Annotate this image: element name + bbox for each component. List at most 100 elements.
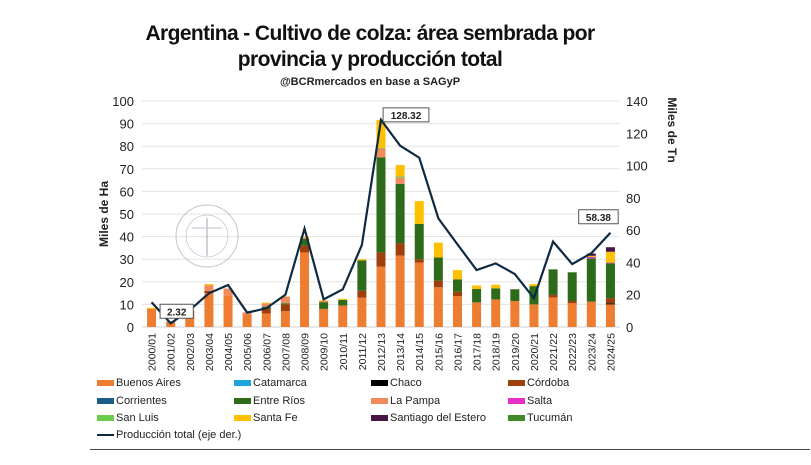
y-tick-label: 0: [127, 320, 134, 335]
bar-segment-córdoba: [395, 243, 405, 256]
bar-segment-córdoba: [376, 252, 386, 267]
bar-segment-entre-ríos: [491, 288, 501, 300]
bar-segment-entre-ríos: [319, 302, 329, 309]
bar-segment-entre-ríos: [548, 269, 558, 295]
bar-segment-buenos-aires: [414, 262, 424, 327]
legend-label: San Luis: [116, 412, 159, 424]
bar-segment-córdoba: [567, 301, 577, 304]
bar-segment-entre-ríos: [357, 260, 367, 291]
y2-axis-title: Miles de Tn: [665, 97, 679, 162]
bar-segment-buenos-aires: [300, 252, 310, 327]
x-tick-label: 2012/13: [376, 333, 388, 371]
bar-segment-la-pampa: [280, 296, 290, 304]
x-tick-label: 2019/20: [510, 333, 522, 371]
bar-segment-santiago-del-estero: [586, 253, 596, 256]
bar-segment-santa-fe: [338, 298, 348, 300]
bar-segment-buenos-aires: [452, 296, 462, 327]
bar-segment-santa-fe: [319, 300, 329, 302]
x-tick-label: 2015/16: [433, 333, 445, 371]
legend-item: Corrientes: [97, 395, 167, 407]
legend-swatch: [508, 397, 525, 404]
data-label-box: [578, 209, 619, 225]
bar-segment-córdoba: [433, 280, 443, 288]
data-label: 128.32: [391, 111, 422, 122]
legend-label: Catamarca: [253, 377, 307, 389]
y-tick-label: 90: [120, 117, 134, 132]
x-tick-label: 2008/09: [300, 333, 312, 371]
legend-swatch: [234, 397, 251, 404]
bar-segment-entre-ríos: [586, 258, 596, 302]
x-tick-label: 2024/25: [605, 333, 617, 371]
y2-tick-label: 80: [626, 191, 640, 206]
y-tick-label: 30: [120, 252, 134, 267]
x-tick-label: 2002/03: [185, 333, 197, 371]
legend-swatch: [508, 415, 525, 421]
bar-segment-buenos-aires: [433, 287, 443, 327]
x-tick-label: 2005/06: [242, 333, 254, 371]
bar-segment-santa-fe: [204, 284, 214, 286]
bar-segment-entre-ríos: [605, 263, 615, 299]
x-tick-label: 2021/22: [548, 333, 560, 371]
bar-segment-córdoba: [605, 298, 615, 304]
legend-swatch: [97, 397, 114, 404]
data-label-box: [159, 303, 194, 319]
legend-item: Salta: [508, 395, 552, 407]
bar-segment-santa-fe: [586, 255, 596, 257]
bar-segment-santa-fe: [261, 302, 271, 304]
bar-segment-santa-fe: [300, 236, 310, 238]
bar-segment-salta: [586, 256, 596, 259]
x-tick-label: 2023/24: [586, 333, 598, 371]
y-axis-title: Miles de Ha: [97, 181, 111, 247]
bar-segment-buenos-aires: [147, 308, 157, 327]
bar-segment-entre-ríos: [395, 183, 405, 244]
legend-label: La Pampa: [390, 394, 441, 407]
bar-segment-la-pampa: [204, 285, 214, 291]
bar-segment-buenos-aires: [338, 305, 348, 327]
legend-label: Buenos Aires: [116, 377, 181, 389]
bar-segment-buenos-aires: [376, 266, 386, 327]
bar-segment-buenos-aires: [223, 295, 233, 327]
bar-segment-córdoba: [300, 245, 310, 253]
legend-label: Salta: [527, 394, 553, 407]
bar-segment-entre-ríos: [280, 303, 290, 305]
bar-segment-córdoba: [452, 291, 462, 297]
y2-tick-label: 40: [626, 255, 640, 270]
y-tick-label: 70: [120, 162, 134, 177]
y2-tick-label: 20: [626, 288, 640, 303]
legend-label: Chaco: [390, 377, 422, 389]
y-tick-label: 20: [120, 275, 134, 290]
bar-segment-santa-fe: [529, 284, 539, 287]
legend-label: Producción total (eje der.): [116, 429, 242, 441]
x-tick-label: 2000/01: [147, 333, 159, 371]
bar-segment-buenos-aires: [319, 308, 329, 327]
bar-segment-santa-fe: [414, 201, 424, 224]
x-tick-label: 2014/15: [414, 333, 426, 371]
x-tick-label: 2011/12: [357, 333, 369, 370]
bar-segment-córdoba: [357, 290, 367, 298]
x-tick-label: 2009/10: [319, 333, 331, 371]
x-tick-label: 2007/08: [280, 333, 292, 371]
legend-swatch: [371, 380, 388, 386]
bar-segment-la-pampa: [300, 237, 310, 239]
legend-swatch: [371, 415, 388, 421]
bottom-border: [90, 449, 810, 450]
bar-segment-córdoba: [548, 294, 558, 298]
bar-segment-córdoba: [414, 259, 424, 263]
x-tick-label: 2022/23: [567, 333, 579, 371]
x-tick-label: 2006/07: [261, 333, 273, 371]
bar-segment-córdoba: [280, 304, 290, 312]
legend-label: Córdoba: [527, 377, 570, 389]
watermark-seal: [175, 204, 239, 268]
bar-segment-la-pampa: [319, 301, 329, 303]
legend-swatch: [234, 415, 251, 421]
bar-segment-buenos-aires: [357, 297, 367, 327]
bar-segment-buenos-aires: [280, 311, 290, 327]
y-tick-label: 10: [120, 297, 134, 312]
bar-segment-salta: [605, 262, 615, 264]
bar-segment-buenos-aires: [491, 299, 501, 327]
bar-segment-córdoba: [261, 308, 271, 314]
x-tick-label: 2013/14: [395, 333, 407, 371]
legend-item: Córdoba: [508, 377, 569, 389]
bar-segment-santa-fe: [147, 307, 157, 309]
